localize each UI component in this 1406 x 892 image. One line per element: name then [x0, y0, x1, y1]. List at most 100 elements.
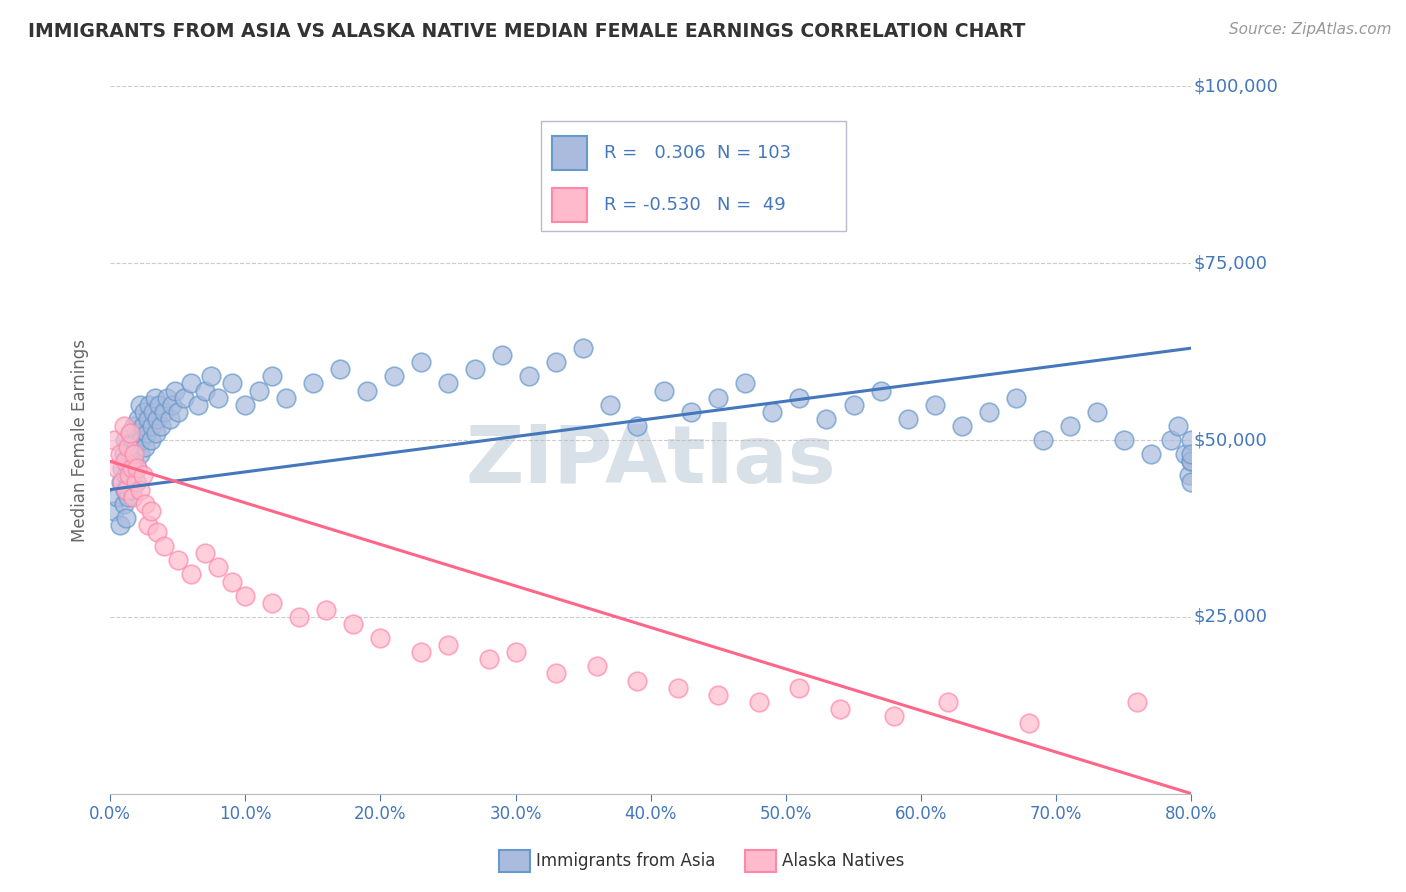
Point — [652, 384, 675, 398]
Point — [127, 425, 149, 440]
Point — [136, 517, 159, 532]
Text: Immigrants from Asia: Immigrants from Asia — [536, 852, 716, 870]
Point — [1018, 715, 1040, 730]
Point — [409, 645, 432, 659]
Point — [156, 391, 179, 405]
Point — [134, 497, 156, 511]
Point — [138, 398, 160, 412]
Point — [120, 425, 142, 440]
Point — [128, 398, 150, 412]
Point — [117, 440, 139, 454]
Point — [748, 695, 770, 709]
Point — [128, 447, 150, 461]
Point — [115, 468, 138, 483]
Point — [153, 539, 176, 553]
Point — [108, 447, 131, 461]
Point — [134, 440, 156, 454]
Point — [936, 695, 959, 709]
Text: $25,000: $25,000 — [1194, 607, 1268, 626]
Point — [666, 681, 689, 695]
Point — [262, 369, 284, 384]
Point — [409, 355, 432, 369]
Point — [124, 454, 146, 468]
Point — [180, 376, 202, 391]
Point — [1174, 447, 1197, 461]
Point — [166, 405, 188, 419]
Point — [121, 483, 143, 497]
Point — [233, 589, 256, 603]
Point — [1032, 433, 1054, 447]
Point — [1180, 454, 1202, 468]
Point — [150, 418, 173, 433]
Point — [505, 645, 527, 659]
Point — [103, 433, 125, 447]
Point — [1180, 433, 1202, 447]
Point — [517, 369, 540, 384]
Point — [127, 461, 149, 475]
Point — [546, 666, 568, 681]
Point — [173, 391, 195, 405]
Point — [120, 425, 142, 440]
Point — [315, 603, 337, 617]
Point — [924, 398, 946, 412]
Point — [288, 610, 311, 624]
Point — [274, 391, 297, 405]
Text: Alaska Natives: Alaska Natives — [782, 852, 904, 870]
Point — [105, 461, 128, 475]
Point — [437, 638, 460, 652]
Point — [129, 433, 152, 447]
Point — [221, 376, 243, 391]
Point — [356, 384, 378, 398]
Point — [122, 490, 145, 504]
Point — [112, 497, 135, 511]
Point — [111, 475, 134, 490]
Point — [194, 384, 217, 398]
Text: N =  49: N = 49 — [717, 196, 786, 214]
Point — [114, 454, 136, 468]
Point — [626, 418, 648, 433]
Point — [131, 468, 153, 483]
Point — [145, 425, 167, 440]
Point — [491, 348, 513, 362]
Point — [585, 659, 607, 673]
Point — [118, 468, 141, 483]
Point — [1167, 418, 1189, 433]
Point — [103, 504, 125, 518]
Point — [122, 433, 145, 447]
Point — [166, 553, 188, 567]
Point — [1180, 454, 1202, 468]
Point — [342, 616, 364, 631]
Point — [125, 475, 148, 490]
Text: $75,000: $75,000 — [1194, 254, 1268, 272]
Text: $50,000: $50,000 — [1194, 431, 1267, 449]
Point — [1126, 695, 1149, 709]
Point — [111, 461, 134, 475]
Point — [159, 412, 181, 426]
Point — [153, 405, 176, 419]
Point — [437, 376, 460, 391]
Point — [572, 341, 595, 355]
Text: IMMIGRANTS FROM ASIA VS ALASKA NATIVE MEDIAN FEMALE EARNINGS CORRELATION CHART: IMMIGRANTS FROM ASIA VS ALASKA NATIVE ME… — [28, 22, 1025, 41]
Point — [187, 398, 209, 412]
Point — [789, 391, 811, 405]
Point — [141, 418, 163, 433]
Y-axis label: Median Female Earnings: Median Female Earnings — [72, 339, 89, 541]
Point — [180, 567, 202, 582]
Point — [136, 412, 159, 426]
Point — [707, 391, 730, 405]
Point — [115, 483, 138, 497]
Point — [142, 405, 165, 419]
Point — [124, 447, 146, 461]
Point — [707, 688, 730, 702]
Point — [118, 475, 141, 490]
Point — [148, 398, 170, 412]
Point — [247, 384, 270, 398]
Point — [125, 475, 148, 490]
Point — [122, 468, 145, 483]
Point — [1180, 475, 1202, 490]
Point — [477, 652, 499, 666]
Point — [842, 398, 865, 412]
Point — [761, 405, 783, 419]
Text: R =   0.306: R = 0.306 — [605, 145, 706, 162]
Point — [301, 376, 323, 391]
